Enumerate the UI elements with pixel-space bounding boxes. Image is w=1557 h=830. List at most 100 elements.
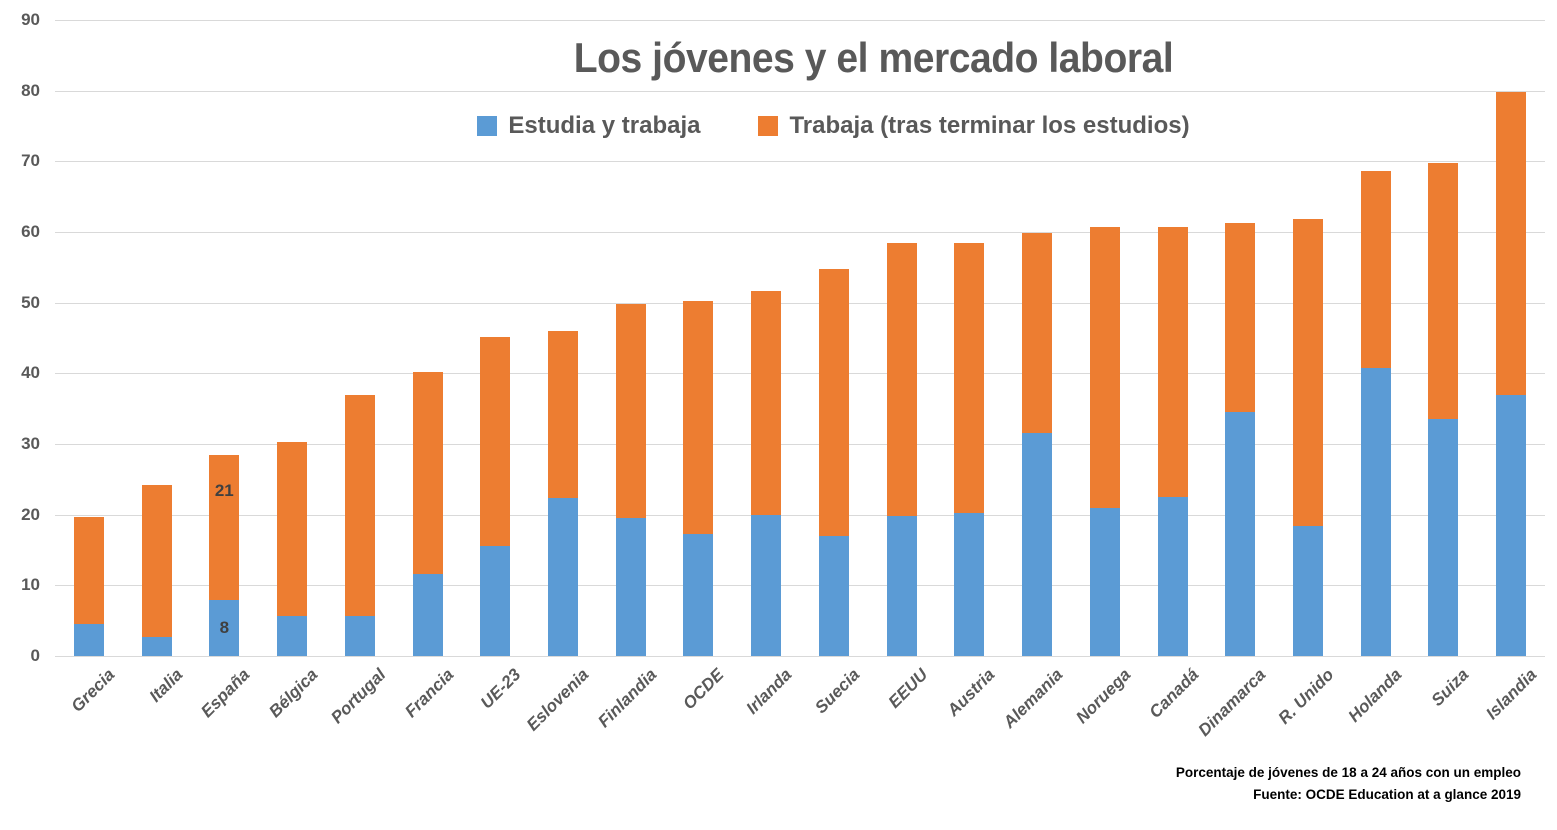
bar-segment-estudia-y-trabaja-OCDE xyxy=(683,534,714,656)
bar-segment-trabaja-tras-terminar-los-estudios-Canadá xyxy=(1157,227,1188,497)
bar-segment-estudia-y-trabaja-Francia xyxy=(412,574,443,656)
x-tick-label-Finlandia: Finlandia xyxy=(593,665,661,732)
bar-segment-trabaja-tras-terminar-los-estudios-Portugal xyxy=(344,394,375,616)
bar-segment-estudia-y-trabaja-Irlanda xyxy=(751,514,782,656)
x-tick-label-Francia: Francia xyxy=(400,665,457,722)
legend-label-estudia-y-trabaja: Estudia y trabaja xyxy=(508,112,701,139)
legend-swatch-estudia-y-trabaja xyxy=(477,116,498,136)
gridline-20 xyxy=(55,514,1545,516)
bar-segment-estudia-y-trabaja-UE-23 xyxy=(480,545,511,656)
gridline-80 xyxy=(55,90,1545,92)
bar-segment-estudia-y-trabaja-Austria xyxy=(954,513,985,656)
bar-segment-estudia-y-trabaja-R. Unido xyxy=(1292,525,1323,656)
x-tick-label-EEUU: EEUU xyxy=(884,665,932,712)
y-tick-label-70: 70 xyxy=(21,151,40,171)
x-tick-label-Alemania: Alemania xyxy=(999,665,1067,732)
bar-segment-estudia-y-trabaja-Suecia xyxy=(818,535,849,656)
x-tick-label-Suecia: Suecia xyxy=(811,665,864,718)
legend-item-trabaja-tras-terminar-los-estudios: Trabaja (tras terminar los estudios) xyxy=(758,112,1190,140)
x-tick-label-OCDE: OCDE xyxy=(679,665,728,714)
y-tick-label-80: 80 xyxy=(21,80,40,100)
x-tick-label-Austria: Austria xyxy=(943,665,999,720)
bar-segment-estudia-y-trabaja-Holanda xyxy=(1360,367,1391,656)
chart-title: Los jóvenes y el mercado laboral xyxy=(573,34,1174,81)
bar-segment-trabaja-tras-terminar-los-estudios-España: 21 xyxy=(209,455,240,601)
legend: Estudia y trabaja Trabaja (tras terminar… xyxy=(110,112,1557,140)
gridline-70 xyxy=(55,161,1545,163)
x-tick-label-Holanda: Holanda xyxy=(1344,665,1406,726)
footer-note-description: Porcentaje de jóvenes de 18 a 24 años co… xyxy=(1175,765,1521,780)
y-tick-label-10: 10 xyxy=(21,575,40,595)
bar-segment-estudia-y-trabaja-Islandia xyxy=(1496,394,1527,656)
bar-segment-trabaja-tras-terminar-los-estudios-Holanda xyxy=(1360,171,1391,368)
bar-segment-estudia-y-trabaja-Portugal xyxy=(344,615,375,656)
bar-segment-trabaja-tras-terminar-los-estudios-UE-23 xyxy=(480,336,511,546)
bar-segment-trabaja-tras-terminar-los-estudios-R. Unido xyxy=(1292,218,1323,526)
x-tick-label-Irlanda: Irlanda xyxy=(742,665,796,718)
footer-notes: Porcentaje de jóvenes de 18 a 24 años co… xyxy=(1176,762,1521,807)
x-tick-label-Italia: Italia xyxy=(145,665,187,706)
bar-data-label-España-trabaja-tras-terminar-los-estudios: 21 xyxy=(214,481,234,501)
bar-segment-trabaja-tras-terminar-los-estudios-Grecia xyxy=(73,516,104,625)
x-tick-label-Portugal: Portugal xyxy=(327,665,390,728)
x-tick-label-UE-23: UE-23 xyxy=(477,665,525,713)
gridline-90 xyxy=(55,20,1545,21)
gridline-30 xyxy=(55,444,1545,445)
x-tick-label-Grecia: Grecia xyxy=(67,665,119,716)
x-tick-label-Suiza: Suiza xyxy=(1428,665,1473,710)
bar-segment-trabaja-tras-terminar-los-estudios-Bélgica xyxy=(277,441,308,616)
bar-segment-estudia-y-trabaja-Canadá xyxy=(1157,497,1188,656)
y-tick-label-20: 20 xyxy=(21,504,40,524)
x-tick-label-Canadá: Canadá xyxy=(1145,665,1202,722)
footer-note-source: Fuente: OCDE Education at a glance 2019 xyxy=(1253,787,1521,803)
bar-segment-estudia-y-trabaja-EEUU xyxy=(886,516,917,656)
bar-segment-estudia-y-trabaja-Eslovenia xyxy=(547,498,578,656)
bar-segment-trabaja-tras-terminar-los-estudios-Austria xyxy=(954,242,985,514)
x-tick-label-R. Unido: R. Unido xyxy=(1274,665,1338,728)
x-tick-label-Bélgica: Bélgica xyxy=(265,665,322,722)
bar-segment-trabaja-tras-terminar-los-estudios-Irlanda xyxy=(751,291,782,515)
bar-segment-estudia-y-trabaja-Noruega xyxy=(1089,508,1120,656)
plot-area: Grecia Italia 8 21 España Bélgica Portugal Fran… xyxy=(55,20,1545,740)
bar-segment-estudia-y-trabaja-Finlandia xyxy=(615,517,646,656)
bar-segment-trabaja-tras-terminar-los-estudios-Francia xyxy=(412,371,443,575)
bar-segment-trabaja-tras-terminar-los-estudios-Islandia xyxy=(1496,92,1527,395)
bar-segment-trabaja-tras-terminar-los-estudios-Finlandia xyxy=(615,304,646,518)
bar-segment-trabaja-tras-terminar-los-estudios-Eslovenia xyxy=(547,330,578,499)
gridline-50 xyxy=(55,302,1545,304)
y-tick-label-60: 60 xyxy=(21,222,40,241)
legend-item-estudia-y-trabaja: Estudia y trabaja xyxy=(477,112,700,140)
bar-data-label-España-estudia-y-trabaja: 8 xyxy=(219,618,230,638)
bar-segment-estudia-y-trabaja-Suiza xyxy=(1428,418,1459,656)
bar-segment-trabaja-tras-terminar-los-estudios-Alemania xyxy=(1022,233,1053,434)
bar-segment-trabaja-tras-terminar-los-estudios-Dinamarca xyxy=(1225,222,1256,412)
bar-segment-trabaja-tras-terminar-los-estudios-Suiza xyxy=(1428,163,1459,419)
x-tick-label-Noruega: Noruega xyxy=(1071,665,1135,728)
bar-segment-trabaja-tras-terminar-los-estudios-EEUU xyxy=(886,242,917,517)
legend-label-trabaja-tras-terminar-los-estudios: Trabaja (tras terminar los estudios) xyxy=(789,112,1190,139)
y-tick-label-0: 0 xyxy=(30,646,40,665)
legend-swatch-trabaja-tras-terminar-los-estudios xyxy=(758,116,779,136)
gridline-40 xyxy=(55,373,1545,375)
y-axis: 0 10 20 30 40 50 60 70 80 90 xyxy=(0,10,46,665)
y-tick-label-90: 90 xyxy=(21,10,40,29)
x-tick-label-España: España xyxy=(197,665,254,722)
bar-segment-trabaja-tras-terminar-los-estudios-Suecia xyxy=(818,268,849,536)
y-tick-label-40: 40 xyxy=(21,363,40,383)
y-tick-label-50: 50 xyxy=(21,292,40,312)
bar-segment-estudia-y-trabaja-Italia xyxy=(141,636,172,656)
bar-segment-trabaja-tras-terminar-los-estudios-OCDE xyxy=(683,300,714,535)
bar-segment-estudia-y-trabaja-Alemania xyxy=(1022,433,1053,656)
y-tick-label-30: 30 xyxy=(21,434,40,453)
x-tick-label-Dinamarca: Dinamarca xyxy=(1194,665,1270,740)
gridline-0 xyxy=(55,656,1545,657)
bar-segment-trabaja-tras-terminar-los-estudios-Noruega xyxy=(1089,227,1120,509)
gridline-10 xyxy=(55,585,1545,587)
x-tick-label-Eslovenia: Eslovenia xyxy=(522,665,593,735)
bar-segment-estudia-y-trabaja-España: 8 xyxy=(209,600,240,656)
bar-segment-trabaja-tras-terminar-los-estudios-Italia xyxy=(141,485,172,637)
bar-segment-estudia-y-trabaja-Bélgica xyxy=(277,615,308,656)
x-tick-label-Islandia: Islandia xyxy=(1482,665,1541,724)
bar-segment-estudia-y-trabaja-Grecia xyxy=(73,624,104,656)
